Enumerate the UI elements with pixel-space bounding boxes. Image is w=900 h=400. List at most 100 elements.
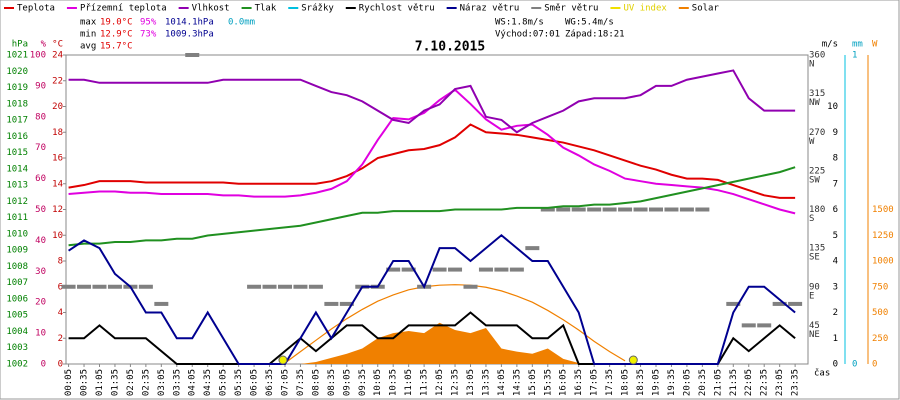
x-tick-label: 18:05 bbox=[621, 369, 631, 396]
compass-label: S bbox=[809, 214, 814, 224]
wind-direction-dash bbox=[324, 301, 339, 306]
y-tick-label: 45 bbox=[809, 321, 820, 331]
y-tick-label: 6 bbox=[833, 205, 838, 215]
x-tick-label: 20:05 bbox=[682, 369, 692, 396]
wind-direction-dash bbox=[138, 284, 153, 289]
y-tick-label: 1013 bbox=[6, 181, 28, 191]
stat-text: 1014.1hPa bbox=[165, 18, 214, 28]
wind-direction-dash bbox=[648, 207, 663, 212]
x-tick-label: 11:35 bbox=[420, 369, 430, 396]
wind-direction-dash bbox=[741, 323, 756, 328]
compass-label: NW bbox=[809, 98, 820, 108]
x-tick-label: 04:35 bbox=[203, 369, 213, 396]
y-tick-label: 1015 bbox=[6, 148, 28, 158]
y-tick-label: 1003 bbox=[6, 343, 28, 353]
wind-direction-dash bbox=[602, 207, 617, 212]
compass-label: SE bbox=[809, 253, 820, 263]
wind-direction-dash bbox=[556, 207, 571, 212]
y-tick-label: 135 bbox=[809, 244, 825, 254]
wind-stat-text: Západ:18:21 bbox=[565, 30, 625, 40]
wind-direction-dash bbox=[618, 207, 633, 212]
x-tick-label: 01:35 bbox=[110, 369, 120, 396]
y-tick-label: 225 bbox=[809, 166, 825, 176]
y-tick-label: 1016 bbox=[6, 132, 28, 142]
x-tick-label: 19:35 bbox=[667, 369, 677, 396]
y-tick-label: 1007 bbox=[6, 278, 28, 288]
compass-label: N bbox=[809, 60, 814, 70]
legend-label: Tlak bbox=[255, 4, 277, 14]
x-tick-label: 01:05 bbox=[95, 369, 105, 396]
y-tick-label: 70 bbox=[35, 143, 46, 153]
sun-marker bbox=[278, 355, 288, 365]
y-tick-label: 16 bbox=[52, 154, 63, 164]
x-tick-label: 17:35 bbox=[605, 369, 615, 396]
legend-label: Směr větru bbox=[544, 4, 598, 14]
x-tick-label: 07:35 bbox=[296, 369, 306, 396]
compass-label: SW bbox=[809, 175, 820, 185]
wind-direction-dash bbox=[401, 267, 416, 272]
x-tick-label: 00:05 bbox=[64, 369, 74, 396]
y-tick-label: 14 bbox=[52, 179, 63, 189]
y-tick-label: 60 bbox=[35, 174, 46, 184]
wind-direction-dash bbox=[308, 284, 323, 289]
y-tick-label: 0 bbox=[872, 360, 877, 370]
chart-title: 7.10.2015 bbox=[415, 40, 485, 55]
x-axis-label: čas bbox=[814, 368, 830, 379]
x-tick-label: 08:05 bbox=[311, 369, 321, 396]
x-tick-label: 09:05 bbox=[342, 369, 352, 396]
stat-text: max bbox=[80, 18, 97, 28]
x-tick-label: 16:35 bbox=[574, 369, 584, 396]
sun-marker bbox=[628, 355, 638, 365]
compass-label: NE bbox=[809, 330, 820, 340]
wind-direction-dash bbox=[277, 284, 292, 289]
wind-stat-text: WS:1.8m/s bbox=[495, 18, 544, 28]
stat-text: 12.9°C bbox=[100, 30, 133, 40]
compass-label: E bbox=[809, 291, 814, 301]
x-tick-label: 12:05 bbox=[435, 369, 445, 396]
y-tick-label: 50 bbox=[35, 205, 46, 215]
y-tick-label: 12 bbox=[52, 205, 63, 215]
axis-unit: hPa bbox=[12, 40, 28, 50]
y-tick-label: 1006 bbox=[6, 294, 28, 304]
wind-direction-dash bbox=[185, 53, 200, 57]
wind-direction-dash bbox=[695, 207, 710, 212]
y-tick-label: 1004 bbox=[6, 327, 28, 337]
x-tick-label: 06:05 bbox=[250, 369, 260, 396]
x-tick-label: 19:05 bbox=[651, 369, 661, 396]
y-tick-label: 1005 bbox=[6, 311, 28, 321]
y-tick-label: 1008 bbox=[6, 262, 28, 272]
compass-label: W bbox=[809, 137, 815, 147]
wind-direction-dash bbox=[757, 323, 772, 328]
series-line bbox=[68, 166, 796, 247]
wind-direction-dash bbox=[664, 207, 679, 212]
y-tick-label: 18 bbox=[52, 128, 63, 138]
legend-label: UV index bbox=[623, 4, 667, 14]
wind-direction-dash bbox=[448, 267, 463, 272]
x-tick-label: 22:35 bbox=[760, 369, 770, 396]
y-tick-label: 0 bbox=[833, 360, 838, 370]
x-tick-label: 11:05 bbox=[404, 369, 414, 396]
y-tick-label: 1500 bbox=[872, 205, 894, 215]
y-tick-label: 5 bbox=[833, 231, 838, 241]
axis-unit: % bbox=[41, 40, 47, 50]
y-tick-label: 180 bbox=[809, 205, 825, 215]
wind-direction-dash bbox=[92, 284, 107, 289]
x-tick-label: 12:35 bbox=[451, 369, 461, 396]
legend-label: Solar bbox=[692, 4, 720, 14]
x-tick-label: 08:35 bbox=[327, 369, 337, 396]
y-tick-label: 1011 bbox=[6, 213, 28, 223]
y-tick-label: 315 bbox=[809, 89, 825, 99]
wind-direction-dash bbox=[772, 301, 787, 306]
y-tick-label: 750 bbox=[872, 282, 888, 292]
y-tick-label: 1020 bbox=[6, 67, 28, 77]
x-tick-label: 05:05 bbox=[219, 369, 229, 396]
y-tick-label: 20 bbox=[52, 102, 63, 112]
legend-label: Vlhkost bbox=[192, 4, 230, 14]
y-tick-label: 0 bbox=[852, 360, 857, 370]
y-tick-label: 9 bbox=[833, 128, 838, 138]
x-tick-label: 04:05 bbox=[188, 369, 198, 396]
y-tick-label: 1 bbox=[852, 51, 857, 61]
x-tick-label: 02:05 bbox=[126, 369, 136, 396]
y-tick-label: 24 bbox=[52, 51, 63, 61]
y-tick-label: 1009 bbox=[6, 246, 28, 256]
